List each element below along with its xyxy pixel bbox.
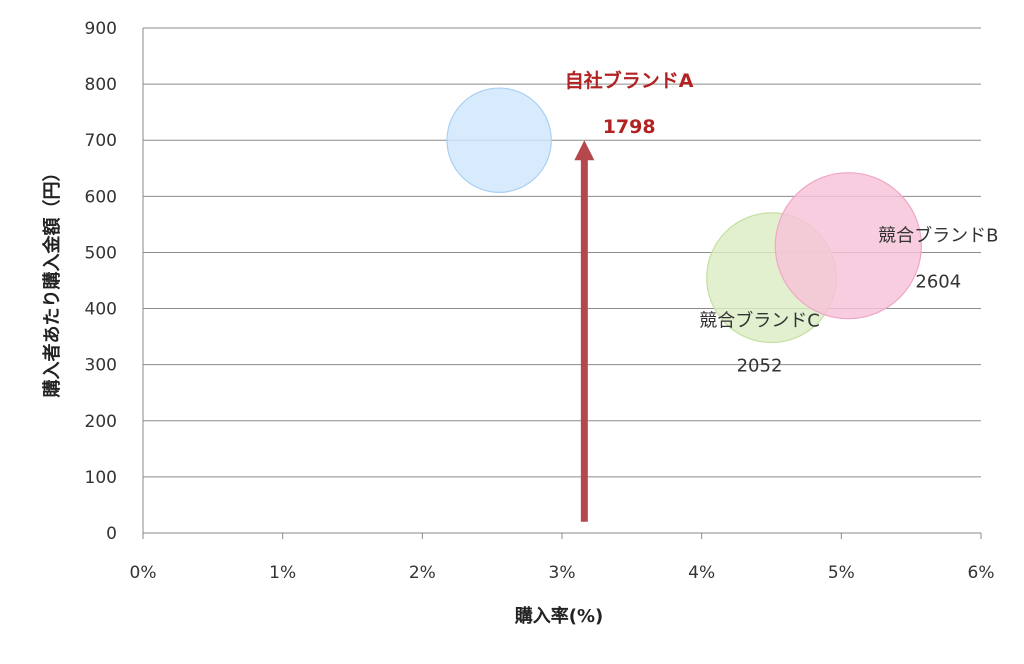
- x-tick-label: 3%: [549, 563, 576, 583]
- axes: 0 100 200 300 400 500 600 700 800 900 0% 1% 2% 3% 4% 5%…: [85, 19, 995, 583]
- x-tick-label: 1%: [269, 563, 296, 583]
- grid-lines: [143, 27, 981, 534]
- y-tick-label: 600: [85, 187, 117, 207]
- y-tick-label: 300: [85, 356, 117, 376]
- competitor-c-label: 競合ブランドC: [699, 310, 820, 332]
- y-tick-label: 100: [85, 468, 117, 488]
- bubbles: [446, 87, 922, 344]
- x-tick-label: 5%: [828, 563, 855, 583]
- x-tick-label: 6%: [968, 563, 995, 583]
- x-tick-label: 2%: [409, 563, 436, 583]
- own-brand-label: 自社ブランドA: [565, 69, 694, 92]
- y-tick-label: 800: [85, 75, 117, 95]
- bubble-labels: 自社ブランドA 1798 競合ブランドC 2052 競合ブランドB 2604: [565, 69, 999, 376]
- x-axis-title: 購入率(%): [514, 605, 604, 627]
- own-brand-value: 1798: [603, 116, 656, 138]
- y-tick-label: 500: [85, 243, 117, 263]
- x-tick-label: 0%: [130, 563, 157, 583]
- competitor-b-label: 競合ブランドB: [878, 225, 998, 247]
- competitor-b-value: 2604: [915, 272, 961, 293]
- y-tick-label: 200: [85, 412, 117, 432]
- bubble-competitor-b: [774, 172, 922, 320]
- growth-arrow: [574, 140, 595, 522]
- y-tick-label: 900: [85, 19, 117, 39]
- y-tick-label: 400: [85, 300, 117, 320]
- competitor-c-value: 2052: [737, 356, 783, 377]
- arrow-head: [574, 140, 595, 161]
- bubble-own-brand-a: [446, 87, 552, 193]
- y-tick-label: 0: [106, 524, 117, 544]
- y-axis-title: 購入者あたり購入金額（円）: [41, 164, 63, 399]
- y-tick-label: 700: [85, 131, 117, 151]
- x-tick-label: 4%: [688, 563, 715, 583]
